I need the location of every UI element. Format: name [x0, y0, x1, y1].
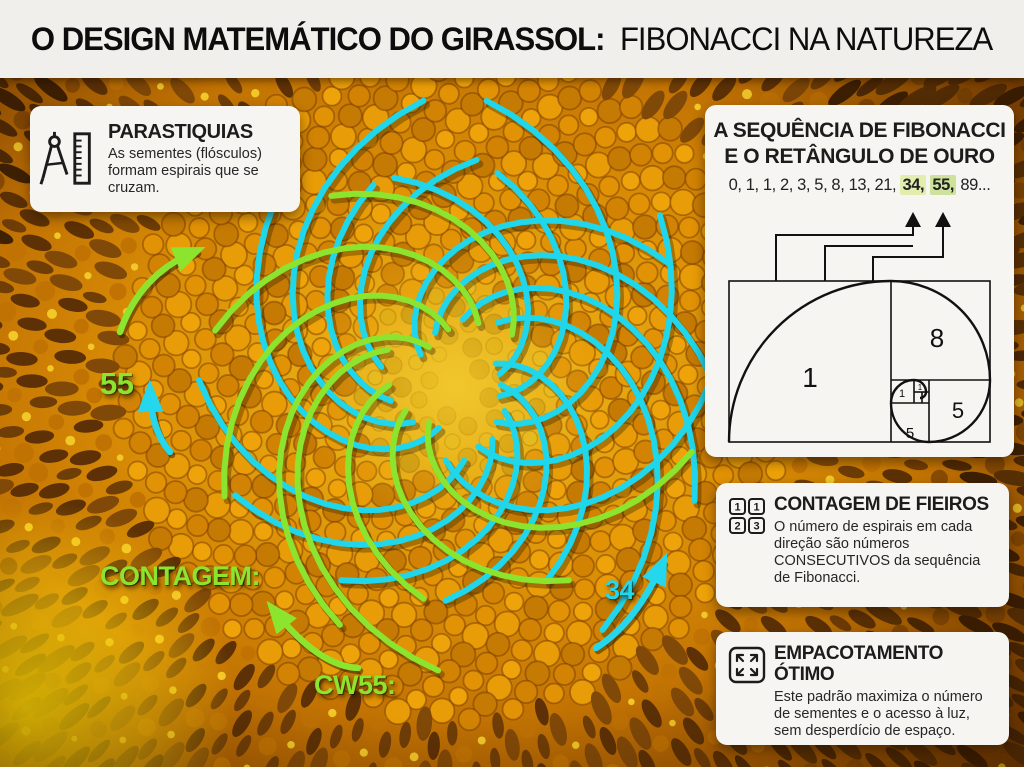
card-fibonacci-title-line1: A SEQUÊNCIA DE FIBONACCI	[713, 119, 1006, 142]
card-fibonacci: A SEQUÊNCIA DE FIBONACCI E O RETÂNGULO D…	[705, 105, 1014, 457]
sequence-highlight-34: 34,	[900, 175, 927, 196]
spiral-lattice	[196, 97, 714, 674]
cyan-arrow-55	[137, 379, 174, 456]
label-55: 55	[100, 366, 134, 401]
cyan-arrow-34	[592, 552, 668, 652]
green-arrow-upleft	[116, 247, 206, 336]
card-contagem-body: O número de espirais em cada direção são…	[774, 518, 981, 587]
grid-number-3: 3	[753, 521, 759, 533]
rect-label-1: 1	[802, 362, 818, 393]
compass-ruler-icon	[30, 127, 108, 191]
rect-label-1-tiny: 1	[918, 383, 923, 392]
rect-label-5: 5	[952, 398, 964, 423]
card-fibonacci-title: A SEQUÊNCIA DE FIBONACCI E O RETÂNGULO D…	[705, 105, 1014, 169]
expand-icon	[728, 646, 774, 689]
label-34: 34	[605, 575, 635, 605]
page-title: O DESIGN MATEMÁTICO DO GIRASSOL: FIBONAC…	[31, 20, 993, 58]
card-empacotamento-body: Este padrão maximiza o número de semente…	[774, 688, 983, 739]
sequence-after: 89...	[960, 176, 991, 195]
grid-number-1a: 1	[734, 502, 740, 514]
card-parastiquias: PARASTIQUIAS As sementes (flósculos) for…	[30, 106, 300, 212]
grid-number-1b: 1	[753, 502, 759, 514]
page-title-bold: O DESIGN MATEMÁTICO DO GIRASSOL:	[31, 20, 606, 57]
grid-number-2: 2	[734, 521, 740, 533]
sequence-highlight-55: 55,	[930, 175, 957, 196]
title-bar: O DESIGN MATEMÁTICO DO GIRASSOL: FIBONAC…	[0, 0, 1024, 78]
label-cw55: CW55:	[314, 670, 396, 700]
rect-label-1-small: 1	[899, 388, 905, 400]
card-contagem-title: CONTAGEM DE FIEIROS	[774, 494, 989, 515]
card-empacotamento: EMPACOTAMENTO ÓTIMO Este padrão maximiza…	[716, 632, 1009, 745]
card-empacotamento-title: EMPACOTAMENTO ÓTIMO	[774, 643, 943, 685]
sequence-before: 0, 1, 1, 2, 3, 5, 8, 13, 21,	[728, 176, 897, 195]
label-contagem: CONTAGEM:	[100, 561, 260, 591]
card-fibonacci-title-line2: E O RETÂNGULO DE OURO	[724, 144, 995, 168]
card-parastiquias-body: As sementes (flósculos) formam espirais …	[108, 145, 262, 197]
rect-label-5-small: 5	[906, 425, 914, 442]
rect-label-8: 8	[930, 323, 944, 353]
annotation-arrows	[116, 247, 669, 675]
card-contagem: 1 1 2 3 CONTAGEM DE FIEIROS O número de …	[716, 483, 1009, 607]
golden-rectangle-diagram: 1 8 5 5 1 1	[727, 212, 992, 444]
golden-spiral	[727, 279, 992, 444]
grid-count-icon: 1 1 2 3	[728, 497, 774, 540]
card-parastiquias-title: PARASTIQUIAS	[108, 120, 253, 143]
page-title-regular: FIBONACCI NA NATUREZA	[620, 20, 993, 57]
green-arrow-contagem	[266, 600, 362, 672]
fibonacci-sequence: 0, 1, 1, 2, 3, 5, 8, 13, 21, 34, 55, 89.…	[705, 175, 1014, 196]
